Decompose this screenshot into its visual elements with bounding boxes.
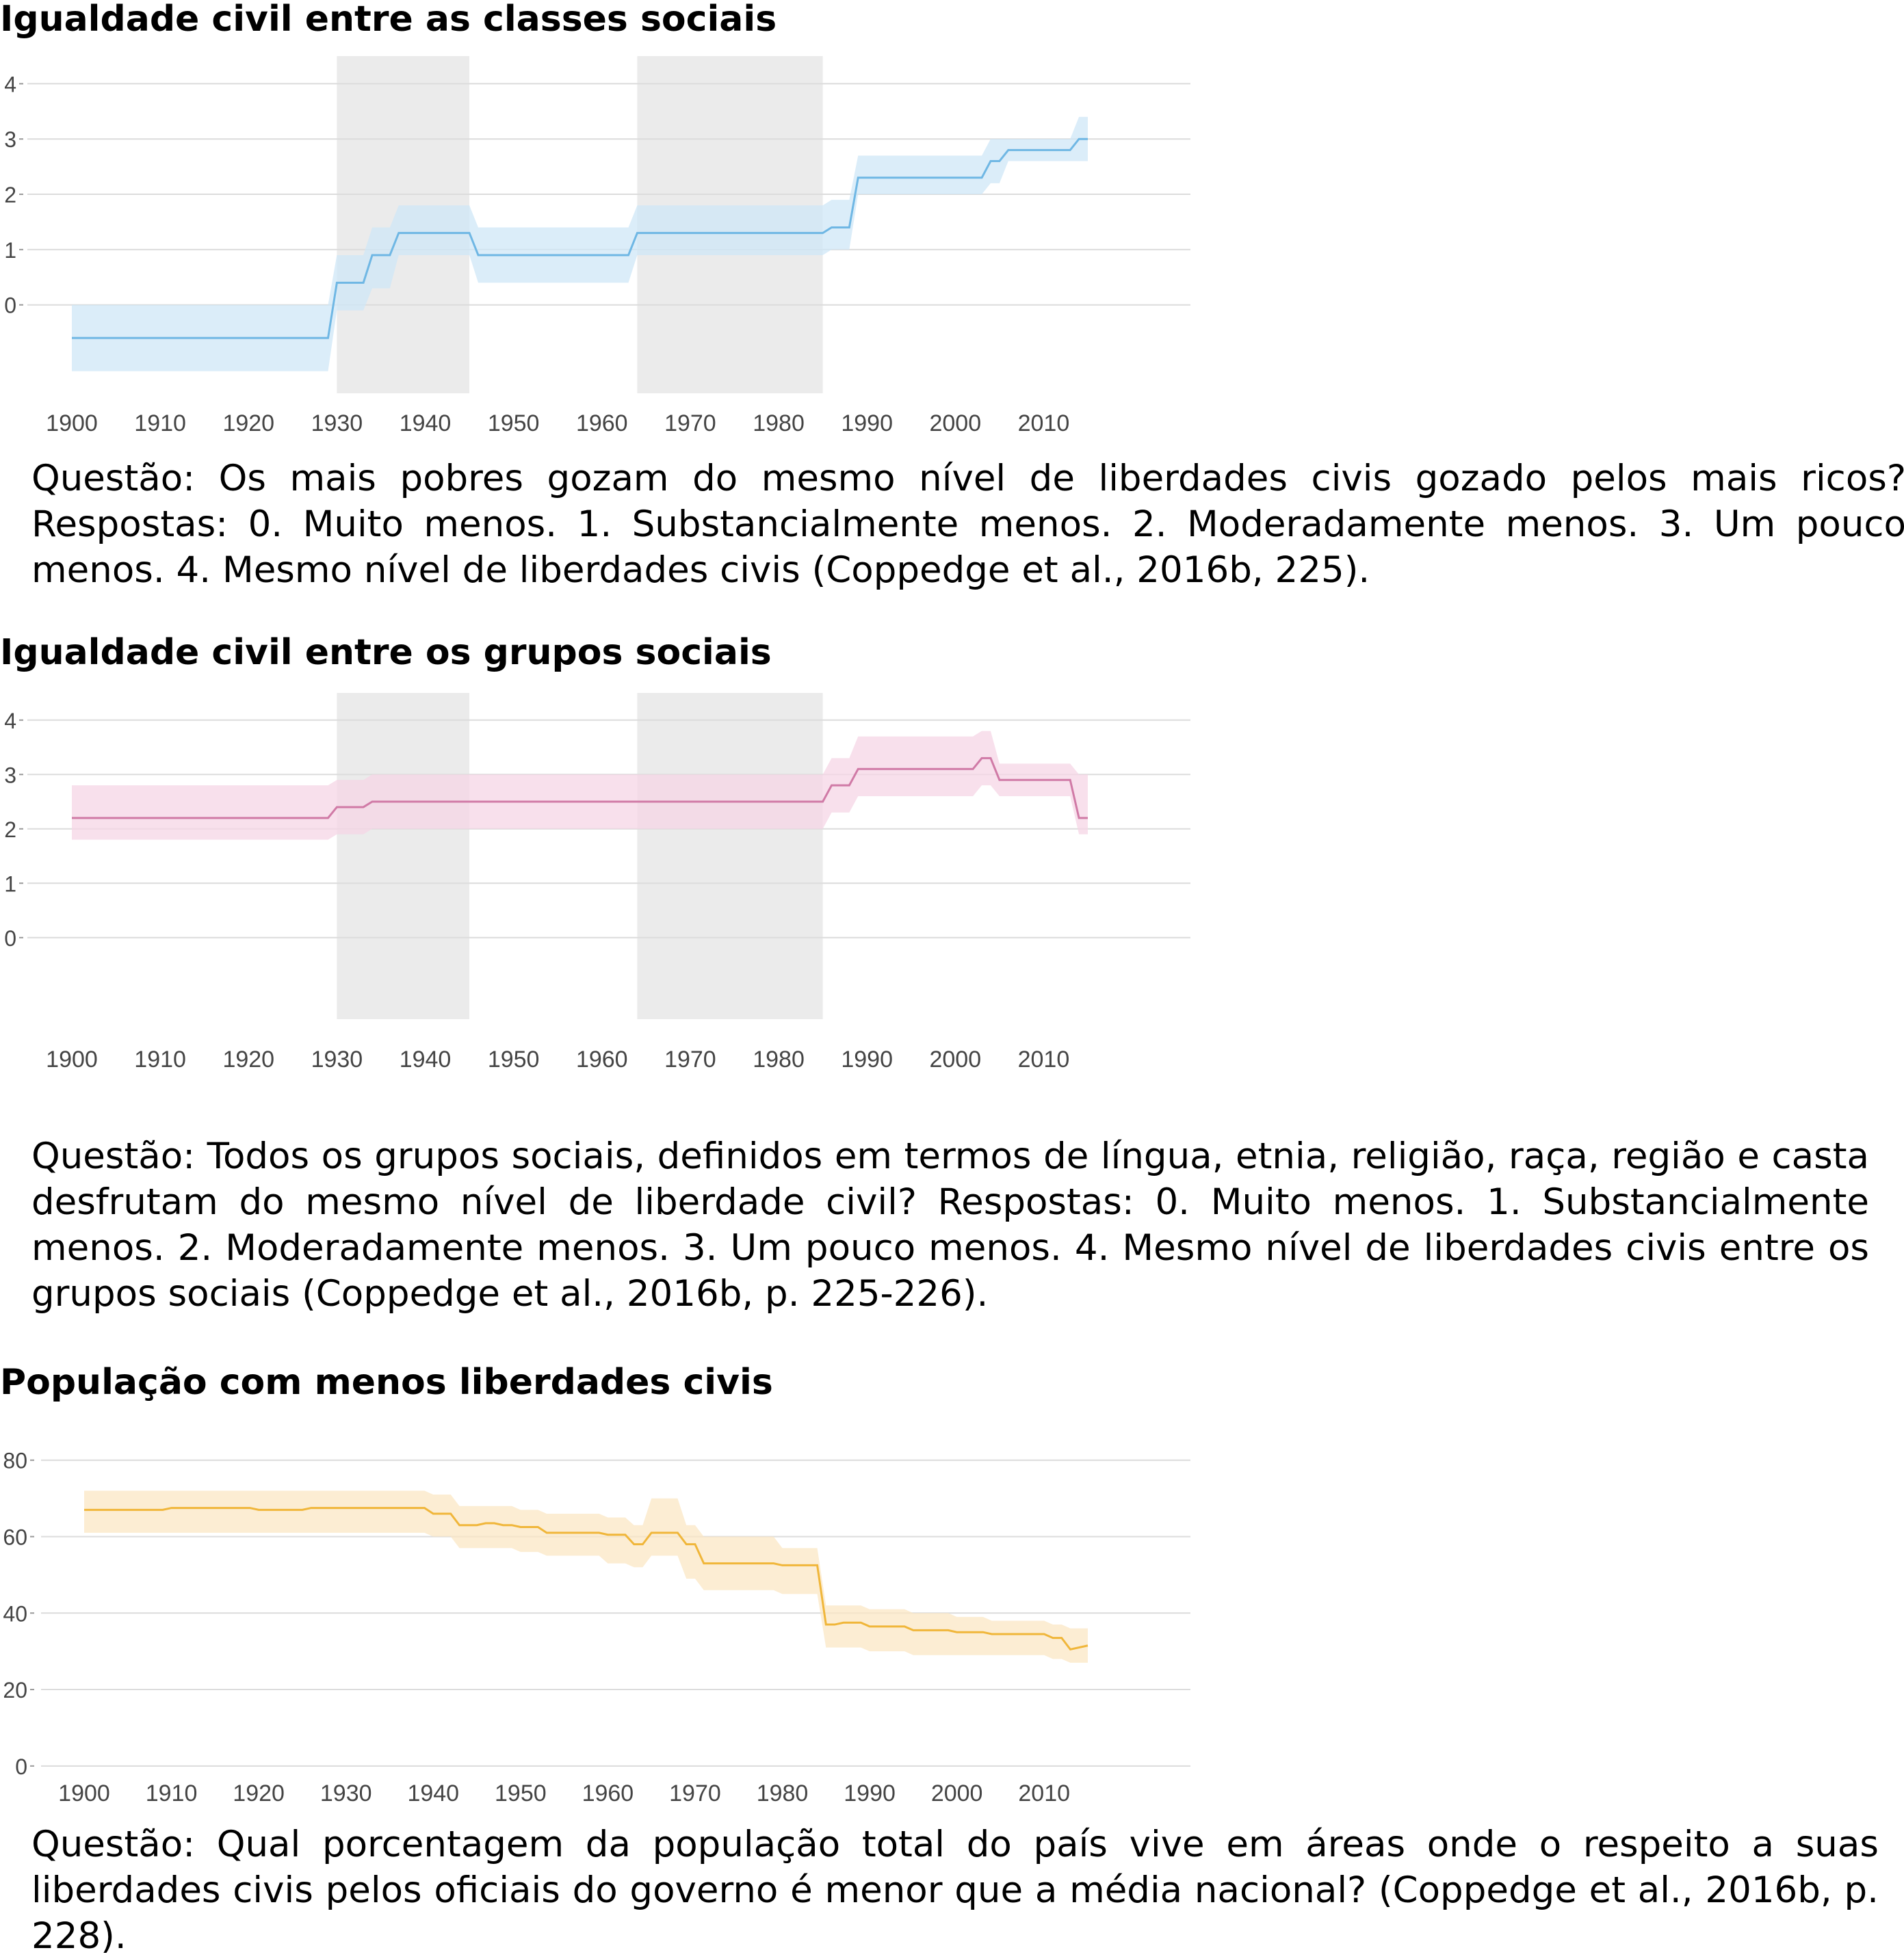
chart-2-caption: Questão: Todos os grupos sociais, defini… — [31, 1135, 1869, 1315]
x-tick-label-1960: 1960 — [576, 410, 628, 436]
x-tick-label-1970: 1970 — [664, 1047, 716, 1073]
x-tick-label-1950: 1950 — [488, 410, 540, 436]
x-tick-label-1940: 1940 — [400, 410, 452, 436]
series-line-0 — [72, 137, 1088, 339]
chart-1-caption: Questão: Os mais pobres gozam do mesmo n… — [31, 458, 1904, 591]
x-tick-label-1990: 1990 — [841, 410, 893, 436]
y-tick-label-3: 3 — [4, 763, 16, 787]
x-tick-label-1980: 1980 — [753, 410, 805, 436]
x-tick-label-1970: 1970 — [669, 1780, 721, 1806]
y-tick-label-0: 0 — [4, 926, 16, 951]
x-tick-label-2000: 2000 — [931, 1780, 983, 1806]
series-line-0 — [72, 757, 1088, 819]
x-tick-label-2010: 2010 — [1018, 1047, 1070, 1073]
y-tick-label-60: 60 — [3, 1525, 27, 1549]
chart-3-caption: Questão: Qual porcentagem da população t… — [31, 1824, 1879, 1957]
x-tick-label-1940: 1940 — [400, 1047, 452, 1073]
chart-1-title: Igualdade civil entre as classes sociais — [0, 0, 777, 40]
x-tick-label-1920: 1920 — [222, 1047, 274, 1073]
x-tick-label-1900: 1900 — [58, 1780, 110, 1806]
x-tick-label-2010: 2010 — [1018, 410, 1070, 436]
x-tick-label-1950: 1950 — [495, 1780, 547, 1806]
x-tick-label-1930: 1930 — [311, 410, 363, 436]
x-tick-label-1970: 1970 — [664, 410, 716, 436]
y-tick-label-2: 2 — [4, 183, 16, 207]
shaded-period-1964-1985 — [637, 693, 823, 1019]
y-tick-label-1: 1 — [4, 871, 16, 896]
chart-3-title: População com menos liberdades civis — [0, 1362, 773, 1403]
x-tick-label-1990: 1990 — [844, 1780, 896, 1806]
chart-2-title: Igualdade civil entre os grupos sociais — [0, 632, 772, 673]
x-tick-label-1960: 1960 — [582, 1780, 634, 1806]
x-tick-label-1920: 1920 — [233, 1780, 285, 1806]
x-tick-label-1910: 1910 — [134, 410, 186, 436]
confidence-band-0 — [72, 731, 1088, 840]
x-tick-label-2000: 2000 — [929, 410, 981, 436]
x-tick-label-1950: 1950 — [488, 1047, 540, 1073]
y-tick-label-2: 2 — [4, 817, 16, 842]
y-tick-label-4: 4 — [4, 709, 16, 733]
x-tick-label-1910: 1910 — [146, 1780, 198, 1806]
chart-1-civil-equality-social-class: 0 1 2 3 4 1900 1910 1920 1930 1940 1950 1960 1970 198… — [4, 56, 1190, 436]
x-tick-label-1930: 1930 — [311, 1047, 363, 1073]
x-tick-label-1900: 1900 — [46, 1047, 98, 1073]
x-tick-label-1990: 1990 — [841, 1047, 893, 1073]
x-tick-label-2010: 2010 — [1018, 1780, 1070, 1806]
y-tick-label-80: 80 — [3, 1449, 27, 1473]
y-tick-label-1: 1 — [4, 238, 16, 263]
shaded-period-1930-1945 — [337, 693, 470, 1019]
x-tick-label-1910: 1910 — [134, 1047, 186, 1073]
y-tick-label-3: 3 — [4, 127, 16, 152]
confidence-band-0 — [84, 1490, 1088, 1663]
y-tick-label-40: 40 — [3, 1601, 27, 1626]
y-tick-label-0: 0 — [4, 293, 16, 318]
y-tick-label-4: 4 — [4, 72, 16, 96]
chart-2-civil-equality-social-groups: 0 1 2 3 4 1900 1910 1920 1930 1940 1950 1960 1970 198… — [4, 693, 1190, 1073]
x-tick-label-1940: 1940 — [407, 1780, 459, 1806]
x-tick-label-2000: 2000 — [929, 1047, 981, 1073]
x-tick-label-1930: 1930 — [320, 1780, 372, 1806]
x-tick-label-1900: 1900 — [46, 410, 98, 436]
y-tick-label-0: 0 — [15, 1754, 27, 1779]
x-tick-label-1920: 1920 — [222, 410, 274, 436]
chart-3-population-fewer-civil-liberties: 0 20 40 60 80 1900 1910 1920 1930 1940 1950 1960 197… — [3, 1449, 1190, 1806]
x-tick-label-1980: 1980 — [757, 1780, 809, 1806]
confidence-band-0 — [72, 116, 1088, 371]
y-tick-label-20: 20 — [3, 1678, 27, 1702]
x-tick-label-1960: 1960 — [576, 1047, 628, 1073]
series-line-0 — [84, 1507, 1088, 1651]
x-tick-label-1980: 1980 — [753, 1047, 805, 1073]
